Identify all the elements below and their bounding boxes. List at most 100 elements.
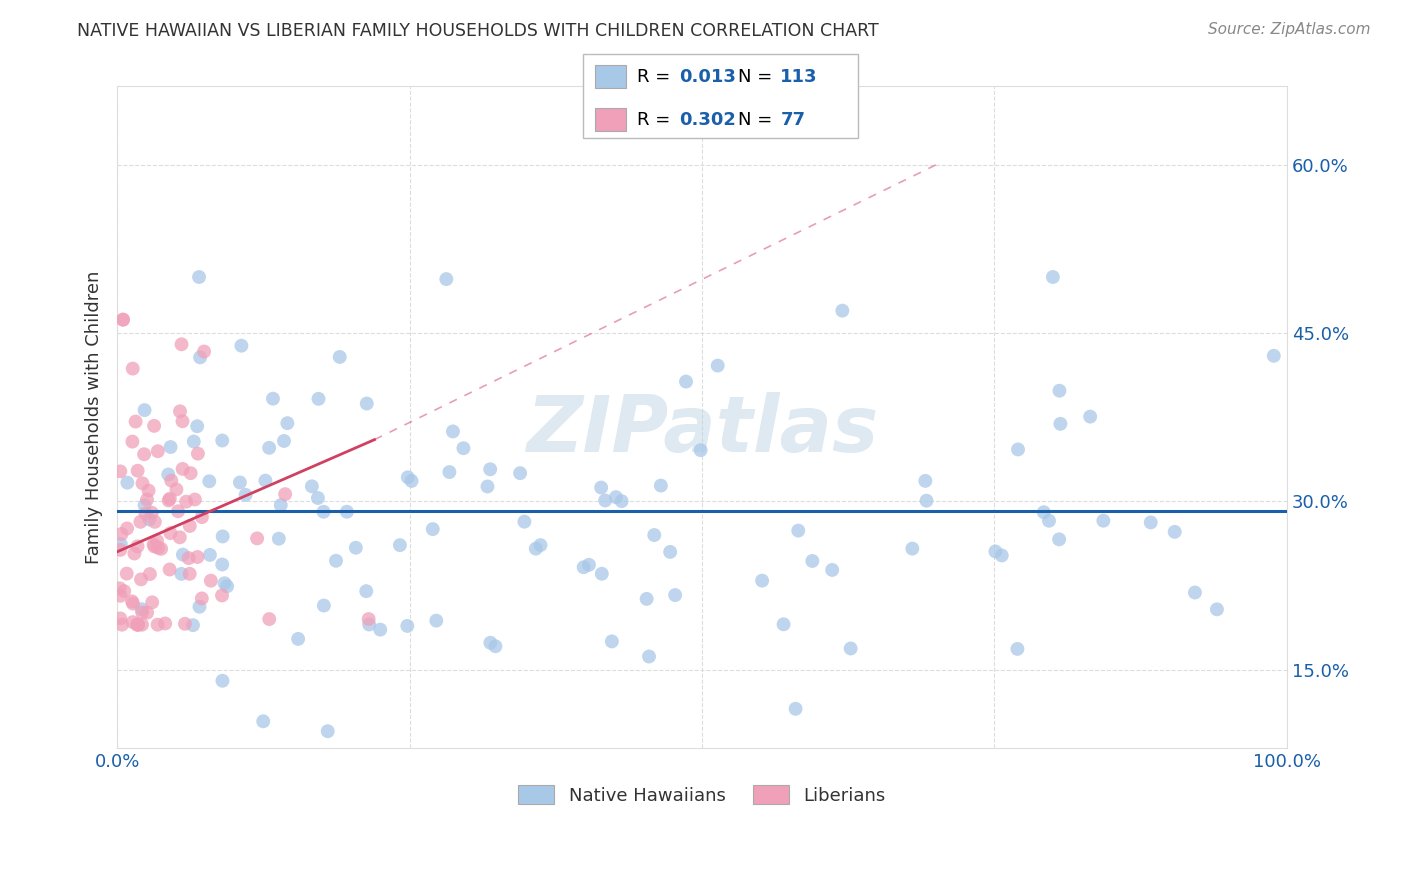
Text: N =: N = [738,111,778,128]
Point [121,361,143,376]
Point [359,617,381,632]
Point [1263,349,1285,363]
Point [138,483,160,498]
Point [312,505,335,519]
Point [513,515,536,529]
Text: R =: R = [637,68,676,86]
Point [524,541,547,556]
Point [117,475,139,490]
Point [146,444,169,458]
Point [191,510,214,524]
Point [254,474,277,488]
Point [229,475,252,490]
Point [186,419,208,434]
Point [211,673,233,688]
Point [1139,516,1161,530]
Point [453,441,475,455]
Point [308,392,330,406]
Point [1032,505,1054,519]
Point [170,566,193,581]
Point [401,474,423,488]
Point [110,464,132,478]
Point [257,612,280,626]
Point [1049,417,1071,431]
Point [325,554,347,568]
Point [180,466,202,480]
Point [112,312,135,326]
Point [1206,602,1229,616]
Point [169,530,191,544]
Point [578,558,600,572]
Point [211,558,233,572]
Point [336,505,359,519]
Point [1184,585,1206,599]
Point [211,529,233,543]
Point [146,533,169,548]
Point [181,618,204,632]
Point [170,337,193,351]
Point [198,475,221,489]
Point [368,623,391,637]
Point [186,549,208,564]
Point [191,591,214,606]
Text: 0.302: 0.302 [679,111,735,128]
Point [643,528,665,542]
Point [301,479,323,493]
Point [121,594,143,608]
Point [183,434,205,449]
Point [112,584,135,599]
Point [172,462,194,476]
Point [134,498,156,512]
Point [479,636,502,650]
Text: N =: N = [738,68,778,86]
Point [111,617,134,632]
Point [274,487,297,501]
Point [591,481,613,495]
Point [990,549,1012,563]
Point [143,540,166,554]
Point [529,538,551,552]
Point [214,576,236,591]
Text: NATIVE HAWAIIAN VS LIBERIAN FAMILY HOUSEHOLDS WITH CHILDREN CORRELATION CHART: NATIVE HAWAIIAN VS LIBERIAN FAMILY HOUSE… [77,22,879,40]
Point [159,562,181,576]
Point [638,649,661,664]
Point [141,506,163,520]
Point [287,632,309,646]
Point [157,493,180,508]
Point [136,492,159,507]
Point [572,560,595,574]
Point [1007,442,1029,457]
Point [984,544,1007,558]
Point [134,447,156,461]
Point [188,599,211,614]
Point [1049,384,1071,398]
Point [141,595,163,609]
Point [110,537,132,551]
Point [610,494,633,508]
Point [157,467,180,482]
Text: ZIPatlas: ZIPatlas [526,392,879,468]
Point [396,470,419,484]
Point [396,619,419,633]
Point [159,526,181,541]
Point [193,344,215,359]
Point [821,563,844,577]
Point [357,612,380,626]
Point [110,611,132,625]
Point [179,566,201,581]
Point [139,567,162,582]
Point [650,478,672,492]
Point [136,606,159,620]
Point [121,434,143,449]
Point [1078,409,1101,424]
Point [344,541,367,555]
Point [479,462,502,476]
Text: 0.013: 0.013 [679,68,735,86]
Point [134,403,156,417]
Point [127,617,149,632]
Point [388,538,411,552]
Point [159,491,181,506]
Point [831,303,853,318]
Point [262,392,284,406]
Point [1047,533,1070,547]
